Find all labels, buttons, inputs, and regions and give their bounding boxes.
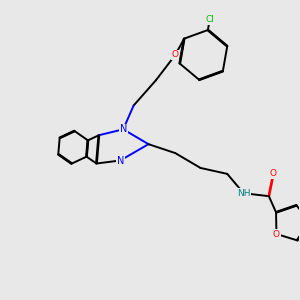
- Text: O: O: [172, 50, 179, 59]
- Text: NH: NH: [237, 189, 250, 198]
- Text: O: O: [273, 230, 280, 238]
- Text: N: N: [117, 155, 124, 166]
- Text: N: N: [119, 124, 127, 134]
- Text: Cl: Cl: [205, 15, 214, 24]
- Text: O: O: [270, 169, 277, 178]
